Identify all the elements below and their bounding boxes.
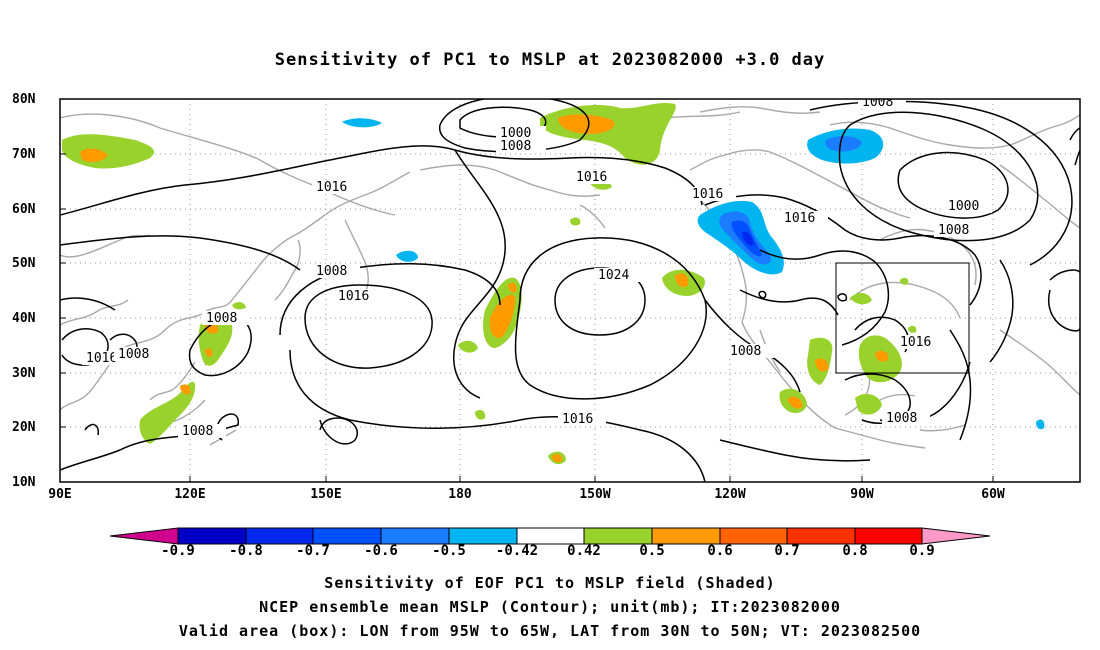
colorbar-bin — [786, 527, 856, 545]
lon-label-120e: 120E — [174, 487, 206, 502]
contour-label: 1016 — [338, 289, 369, 304]
contour-label: 1008 — [500, 139, 531, 154]
footer-line-1: Sensitivity of EOF PC1 to MSLP field (Sh… — [324, 574, 776, 592]
contour-label: 1016 — [576, 170, 607, 185]
colorbar-bin — [380, 527, 450, 545]
valid-area-box — [835, 262, 970, 374]
map-frame — [59, 98, 1081, 483]
colorbar-bin — [719, 527, 788, 545]
contour-label: 1000 — [500, 126, 531, 141]
contour-label: 1008 — [206, 311, 237, 326]
colorbar-label: 0.6 — [707, 543, 733, 559]
contour-label: 1008 — [118, 347, 149, 362]
lon-label-120w: 120W — [714, 487, 746, 502]
colorbar-bin — [312, 527, 382, 545]
colorbar-bin — [245, 527, 314, 545]
lon-label-90w: 90W — [850, 487, 874, 502]
colorbar-under-triangle — [109, 527, 179, 545]
colorbar-bin — [651, 527, 721, 545]
contour-label: 1016 — [316, 180, 347, 195]
colorbar-bin — [854, 527, 923, 545]
contour-label: 1008 — [886, 411, 917, 426]
contour-label: 1016 — [784, 211, 815, 226]
colorbar-label: -0.5 — [432, 543, 466, 559]
contour-label: 1016 — [86, 351, 117, 366]
contour-label: 1008 — [316, 264, 347, 279]
lon-label-180: 180 — [448, 487, 472, 502]
colorbar-bin — [516, 527, 585, 545]
contour-label: 1008 — [182, 424, 213, 439]
lat-label-20n: 20N — [12, 420, 36, 435]
lon-label-60w: 60W — [981, 487, 1005, 502]
contour-label: 1016 — [562, 412, 593, 427]
colorbar-over-triangle — [921, 527, 991, 545]
sensitivity-shading — [62, 103, 1045, 465]
colorbar-label: -0.9 — [161, 543, 195, 559]
contour-label: 1016 — [692, 187, 723, 202]
lat-label-50n: 50N — [12, 256, 36, 271]
colorbar-bin — [177, 527, 247, 545]
lat-label-60n: 60N — [12, 202, 36, 217]
colorbar-label: 0.8 — [842, 543, 868, 559]
colorbar-label: -0.42 — [495, 543, 539, 559]
lon-label-150e: 150E — [310, 487, 342, 502]
footer-line-2: NCEP ensemble mean MSLP (Contour); unit(… — [259, 598, 841, 616]
map-title: Sensitivity of PC1 to MSLP at 2023082000… — [274, 50, 826, 70]
colorbar-label: 0.5 — [639, 543, 665, 559]
contour-label: 1000 — [948, 199, 979, 214]
lat-label-10n: 10N — [12, 475, 36, 490]
colorbar-label: -0.6 — [364, 543, 398, 559]
colorbar-label: 0.42 — [567, 543, 601, 559]
lat-label-80n: 80N — [12, 92, 36, 107]
contour-label: 1016 — [900, 335, 931, 350]
colorbar-label: -0.7 — [296, 543, 330, 559]
lon-label-90e: 90E — [48, 487, 72, 502]
contour-labels: 1000 1008 1008 1016 1016 1016 1008 1016 … — [82, 95, 992, 439]
colorbar-label: 0.9 — [909, 543, 935, 559]
footer-line-3: Valid area (box): LON from 95W to 65W, L… — [178, 622, 922, 640]
colorbar — [109, 527, 991, 545]
contour-label: 1008 — [862, 95, 893, 110]
contour-label: 1008 — [730, 344, 761, 359]
axis-ticks — [60, 153, 994, 482]
colorbar-label: -0.8 — [229, 543, 263, 559]
lat-label-40n: 40N — [12, 311, 36, 326]
contour-label: 1008 — [938, 223, 969, 238]
contour-label: 1024 — [598, 268, 629, 283]
lat-label-30n: 30N — [12, 366, 36, 381]
colorbar-bin — [583, 527, 653, 545]
colorbar-label: 0.7 — [774, 543, 800, 559]
colorbar-bin — [448, 527, 518, 545]
lon-label-150w: 150W — [579, 487, 611, 502]
lat-label-70n: 70N — [12, 147, 36, 162]
